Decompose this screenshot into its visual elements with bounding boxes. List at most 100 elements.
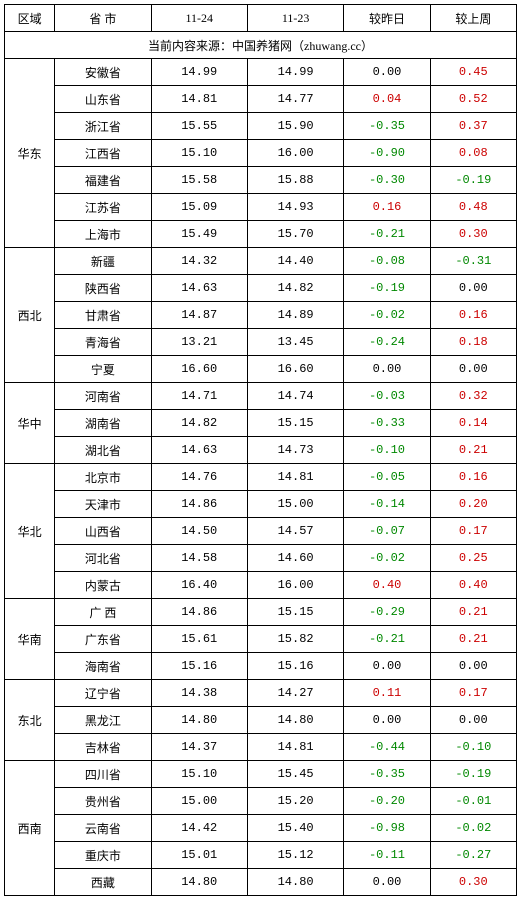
value-date1: 15.16: [151, 653, 247, 680]
value-date2: 15.90: [247, 113, 343, 140]
table-row: 华北北京市14.7614.81-0.050.16: [5, 464, 517, 491]
value-date1: 15.58: [151, 167, 247, 194]
value-date2: 15.15: [247, 410, 343, 437]
value-vs-lastweek: -0.10: [430, 734, 516, 761]
province-cell: 陕西省: [55, 275, 151, 302]
value-date2: 15.20: [247, 788, 343, 815]
value-date2: 14.80: [247, 869, 343, 896]
province-cell: 海南省: [55, 653, 151, 680]
value-date1: 14.80: [151, 707, 247, 734]
value-date2: 15.70: [247, 221, 343, 248]
value-date2: 14.73: [247, 437, 343, 464]
table-row: 湖南省14.8215.15-0.330.14: [5, 410, 517, 437]
region-cell: 西北: [5, 248, 55, 383]
value-date2: 14.81: [247, 464, 343, 491]
table-row: 重庆市15.0115.12-0.11-0.27: [5, 842, 517, 869]
value-vs-lastweek: 0.40: [430, 572, 516, 599]
table-row: 云南省14.4215.40-0.98-0.02: [5, 815, 517, 842]
region-cell: 西南: [5, 761, 55, 896]
value-date1: 15.01: [151, 842, 247, 869]
value-vs-yesterday: -0.14: [344, 491, 430, 518]
value-vs-lastweek: -0.31: [430, 248, 516, 275]
province-cell: 江苏省: [55, 194, 151, 221]
value-date1: 14.50: [151, 518, 247, 545]
value-date2: 15.00: [247, 491, 343, 518]
value-date1: 14.37: [151, 734, 247, 761]
header-vs-yesterday: 较昨日: [344, 5, 430, 32]
value-date1: 14.71: [151, 383, 247, 410]
province-cell: 湖南省: [55, 410, 151, 437]
province-cell: 辽宁省: [55, 680, 151, 707]
table-row: 浙江省15.5515.90-0.350.37: [5, 113, 517, 140]
value-date1: 15.00: [151, 788, 247, 815]
value-date2: 15.88: [247, 167, 343, 194]
value-date2: 16.60: [247, 356, 343, 383]
table-row: 贵州省15.0015.20-0.20-0.01: [5, 788, 517, 815]
value-date1: 14.38: [151, 680, 247, 707]
table-row: 广东省15.6115.82-0.210.21: [5, 626, 517, 653]
value-vs-lastweek: 0.08: [430, 140, 516, 167]
value-date1: 14.99: [151, 59, 247, 86]
province-cell: 安徽省: [55, 59, 151, 86]
header-vs-lastweek: 较上周: [430, 5, 516, 32]
value-date1: 14.42: [151, 815, 247, 842]
header-province: 省 市: [55, 5, 151, 32]
province-cell: 四川省: [55, 761, 151, 788]
value-date2: 15.45: [247, 761, 343, 788]
value-vs-lastweek: 0.16: [430, 464, 516, 491]
value-vs-lastweek: 0.00: [430, 356, 516, 383]
value-date1: 15.10: [151, 761, 247, 788]
value-vs-lastweek: 0.52: [430, 86, 516, 113]
value-date2: 14.93: [247, 194, 343, 221]
value-date2: 15.16: [247, 653, 343, 680]
value-vs-yesterday: -0.10: [344, 437, 430, 464]
value-vs-yesterday: -0.07: [344, 518, 430, 545]
value-vs-yesterday: 0.40: [344, 572, 430, 599]
value-date1: 15.10: [151, 140, 247, 167]
province-cell: 黑龙江: [55, 707, 151, 734]
value-date1: 14.82: [151, 410, 247, 437]
value-vs-yesterday: 0.00: [344, 869, 430, 896]
value-vs-yesterday: -0.05: [344, 464, 430, 491]
value-date1: 15.09: [151, 194, 247, 221]
value-vs-yesterday: -0.08: [344, 248, 430, 275]
province-cell: 青海省: [55, 329, 151, 356]
value-vs-lastweek: 0.48: [430, 194, 516, 221]
table-row: 陕西省14.6314.82-0.190.00: [5, 275, 517, 302]
value-vs-lastweek: 0.25: [430, 545, 516, 572]
value-date1: 14.87: [151, 302, 247, 329]
value-date1: 15.49: [151, 221, 247, 248]
value-date1: 14.63: [151, 275, 247, 302]
province-cell: 河北省: [55, 545, 151, 572]
value-vs-lastweek: 0.00: [430, 707, 516, 734]
table-row: 上海市15.4915.70-0.210.30: [5, 221, 517, 248]
value-vs-lastweek: 0.32: [430, 383, 516, 410]
value-vs-lastweek: 0.00: [430, 653, 516, 680]
value-vs-lastweek: 0.30: [430, 221, 516, 248]
header-date2: 11-23: [247, 5, 343, 32]
value-date1: 14.86: [151, 599, 247, 626]
value-vs-lastweek: -0.19: [430, 761, 516, 788]
province-cell: 河南省: [55, 383, 151, 410]
value-vs-yesterday: -0.19: [344, 275, 430, 302]
table-row: 西北新疆14.3214.40-0.08-0.31: [5, 248, 517, 275]
table-row: 华东安徽省14.9914.990.000.45: [5, 59, 517, 86]
province-cell: 新疆: [55, 248, 151, 275]
value-date1: 14.86: [151, 491, 247, 518]
table-row: 湖北省14.6314.73-0.100.21: [5, 437, 517, 464]
value-vs-yesterday: -0.30: [344, 167, 430, 194]
province-cell: 广东省: [55, 626, 151, 653]
value-date1: 14.32: [151, 248, 247, 275]
value-vs-yesterday: -0.90: [344, 140, 430, 167]
table-row: 海南省15.1615.160.000.00: [5, 653, 517, 680]
value-date2: 14.74: [247, 383, 343, 410]
value-date1: 14.76: [151, 464, 247, 491]
value-vs-lastweek: 0.17: [430, 518, 516, 545]
table-row: 东北辽宁省14.3814.270.110.17: [5, 680, 517, 707]
province-cell: 云南省: [55, 815, 151, 842]
table-row: 内蒙古16.4016.000.400.40: [5, 572, 517, 599]
table-row: 华中河南省14.7114.74-0.030.32: [5, 383, 517, 410]
value-date2: 14.89: [247, 302, 343, 329]
table-row: 西南四川省15.1015.45-0.35-0.19: [5, 761, 517, 788]
table-row: 江西省15.1016.00-0.900.08: [5, 140, 517, 167]
